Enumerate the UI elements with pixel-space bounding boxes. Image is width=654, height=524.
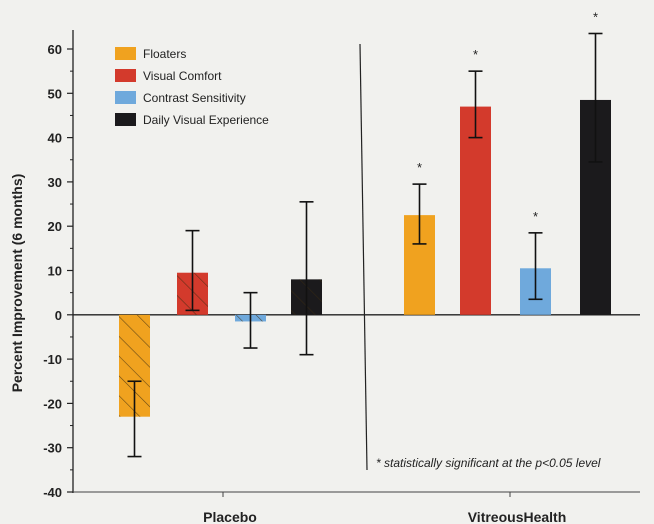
legend-swatch	[115, 91, 136, 104]
axis-labels: 60 50 40 30 20 10 0 -10 -20 -30 -40 Placebo Vitreous…	[43, 9, 598, 524]
y-tick-label: 40	[48, 131, 62, 146]
group-divider	[359, 43, 368, 471]
y-axis-label: Percent Improvement (6 months)	[9, 174, 25, 393]
legend-label: Daily Visual Experience	[143, 113, 269, 127]
legend-swatch	[115, 47, 136, 60]
legend-label: Contrast Sensitivity	[143, 91, 246, 105]
y-tick-label: -10	[43, 352, 62, 367]
legend-label: Floaters	[143, 47, 186, 61]
axes	[67, 30, 640, 497]
y-tick-label: 60	[48, 42, 62, 57]
legend-swatch	[115, 113, 136, 126]
legend: Floaters Visual Comfort Contrast Sensitivi…	[115, 47, 269, 127]
bar	[460, 106, 491, 315]
significance-footnote: * statistically significant at the p<0.0…	[376, 456, 601, 470]
legend-label: Visual Comfort	[143, 69, 222, 83]
y-tick-label: -20	[43, 396, 62, 411]
x-category-label: VitreousHealth	[468, 509, 567, 524]
y-tick-label: 20	[48, 219, 62, 234]
legend-swatch	[115, 69, 136, 82]
y-tick-label: 50	[48, 86, 62, 101]
y-tick-label: 30	[48, 175, 62, 190]
error-bars	[127, 32, 603, 458]
y-tick-label: 0	[55, 308, 62, 323]
y-tick-label: -30	[43, 441, 62, 456]
significance-marker: *	[593, 9, 598, 24]
significance-marker: *	[533, 209, 538, 224]
y-tick-label: -40	[43, 485, 62, 500]
y-tick-label: 10	[48, 264, 62, 279]
significance-marker: *	[417, 160, 422, 175]
significance-marker: *	[473, 47, 478, 62]
x-category-label: Placebo	[203, 509, 257, 524]
